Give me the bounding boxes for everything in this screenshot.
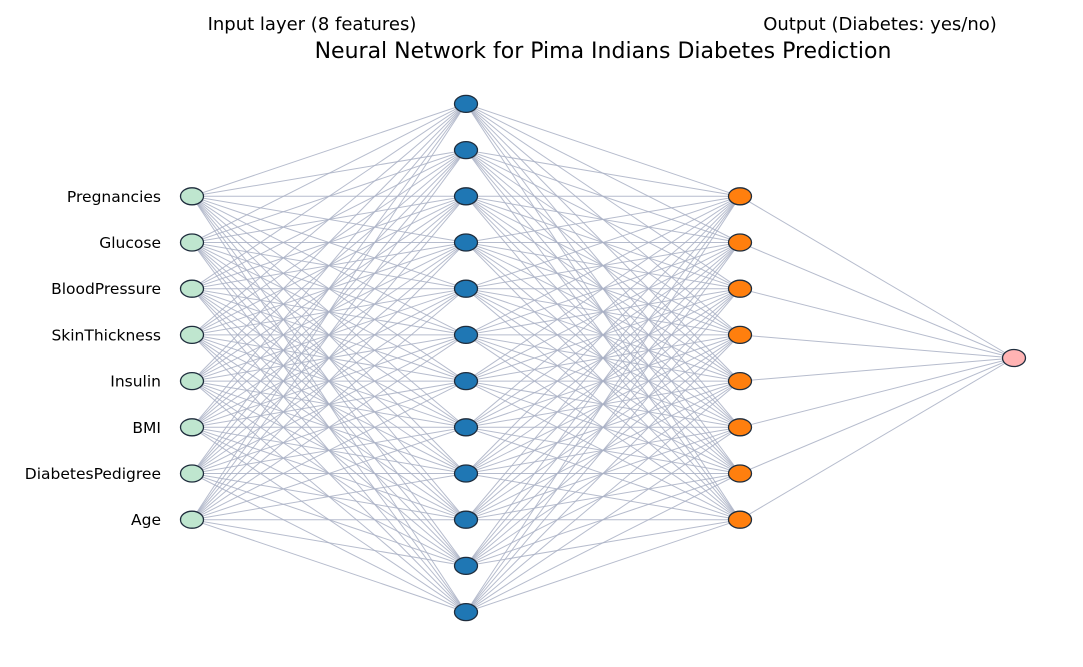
connections	[191, 103, 1015, 613]
connection-edge	[465, 195, 741, 428]
connection-edge	[191, 103, 467, 382]
input-layer-label: Input layer (8 features)	[208, 14, 417, 35]
connection-edge	[739, 288, 1015, 359]
feature-label: Pregnancies	[67, 188, 161, 206]
connection-edge	[465, 103, 741, 197]
hidden-2-neuron-8	[727, 510, 753, 529]
connection-edge	[191, 473, 467, 521]
connection-edge	[465, 195, 741, 290]
connection-edge	[191, 103, 467, 474]
output-neuron-1	[1001, 348, 1027, 368]
connection-edge	[739, 242, 1015, 359]
connection-edge	[191, 519, 467, 613]
input-neuron-2	[179, 233, 205, 252]
feature-label: Insulin	[110, 373, 161, 391]
connection-edge	[739, 334, 1015, 359]
input-neuron-4	[179, 325, 205, 345]
connection-edge	[191, 103, 467, 243]
connection-edge	[739, 357, 1015, 382]
hidden-1-neuron-8	[453, 418, 479, 437]
connection-edge	[465, 473, 741, 613]
chart-title: Neural Network for Pima Indians Diabetes…	[315, 39, 892, 64]
connection-edge	[191, 519, 467, 567]
connection-edge	[191, 288, 467, 521]
input-neuron-6	[179, 418, 205, 437]
connection-edge	[465, 195, 741, 521]
connection-edge	[739, 357, 1015, 521]
connection-edge	[739, 195, 1015, 359]
connection-edge	[191, 103, 467, 520]
hidden-1-neuron-1	[453, 94, 479, 114]
input-neuron-8	[179, 510, 205, 529]
feature-labels: Pregnancies Glucose BloodPressure SkinThick…	[25, 188, 161, 529]
connection-edge	[465, 196, 741, 567]
hidden-1-neuron-5	[453, 279, 479, 298]
hidden-1-neuron-11	[453, 556, 479, 576]
connection-edge	[465, 195, 741, 382]
hidden-1-neuron-12	[453, 602, 479, 622]
feature-label: BloodPressure	[51, 280, 161, 298]
connection-edge	[465, 334, 741, 613]
connection-edge	[191, 334, 467, 521]
input-neuron-1	[179, 187, 205, 206]
connection-edge	[465, 195, 741, 336]
connection-edge	[465, 195, 741, 243]
feature-label: Age	[131, 511, 161, 529]
connection-edge	[191, 149, 467, 520]
hidden-1-neuron-4	[453, 233, 479, 252]
connection-edge	[739, 357, 1015, 474]
hidden-1-neuron-3	[453, 187, 479, 206]
connection-edge	[465, 196, 741, 613]
connection-edge	[191, 103, 467, 428]
hidden-1-neuron-2	[453, 140, 479, 160]
connection-edge	[191, 103, 467, 290]
connection-edge	[191, 103, 467, 336]
feature-label: BMI	[132, 419, 161, 437]
input-neuron-3	[179, 279, 205, 298]
hidden-1-neuron-10	[453, 510, 479, 529]
connection-edge	[191, 103, 467, 197]
connection-edge	[465, 288, 741, 613]
feature-label: SkinThickness	[51, 326, 161, 344]
connection-edge	[465, 519, 741, 613]
connection-edge	[465, 426, 741, 613]
hidden-2-neuron-7	[727, 464, 753, 483]
connection-edge	[465, 195, 741, 474]
hidden-2-neuron-1	[727, 187, 753, 206]
feature-label: DiabetesPedigree	[25, 465, 161, 483]
neurons	[179, 94, 1027, 622]
hidden-2-neuron-3	[727, 279, 753, 298]
hidden-2-neuron-4	[727, 325, 753, 345]
hidden-1-neuron-9	[453, 464, 479, 483]
connection-edge	[465, 242, 741, 613]
output-layer-label: Output (Diabetes: yes/no)	[763, 14, 997, 35]
hidden-2-neuron-6	[727, 418, 753, 437]
connection-edge	[191, 426, 467, 521]
connection-edge	[465, 149, 741, 197]
connection-edge	[191, 195, 467, 521]
input-neuron-5	[179, 371, 205, 391]
hidden-1-neuron-6	[453, 325, 479, 345]
hidden-1-neuron-7	[453, 371, 479, 391]
connection-edge	[739, 357, 1015, 428]
connection-edge	[191, 242, 467, 521]
connection-edge	[191, 380, 467, 521]
connection-edge	[465, 380, 741, 613]
input-neuron-7	[179, 464, 205, 483]
hidden-2-neuron-2	[727, 233, 753, 252]
feature-label: Glucose	[99, 234, 161, 252]
hidden-2-neuron-5	[727, 371, 753, 391]
